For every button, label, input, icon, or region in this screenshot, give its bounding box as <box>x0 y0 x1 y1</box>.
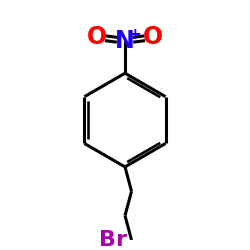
Text: +: + <box>129 26 141 42</box>
Text: Br: Br <box>99 230 127 250</box>
Text: O: O <box>142 25 163 49</box>
Text: O: O <box>87 25 108 49</box>
Text: N: N <box>115 29 135 53</box>
